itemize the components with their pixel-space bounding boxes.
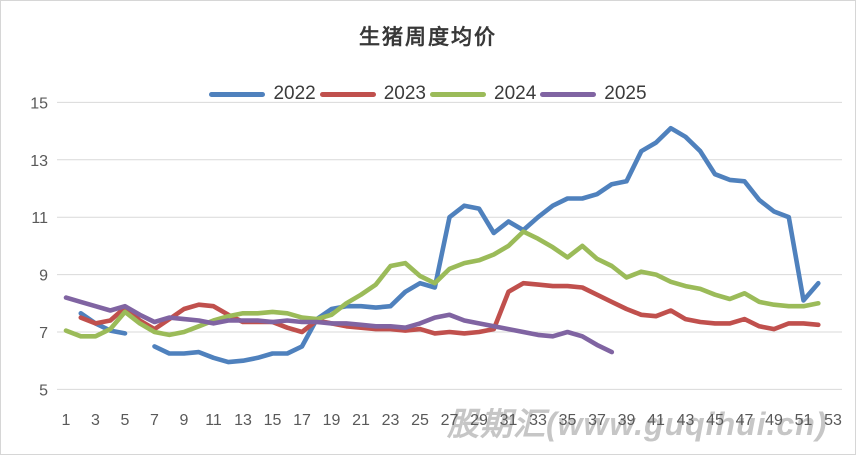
x-tick-label: 35: [559, 412, 577, 429]
y-tick-label: 13: [30, 153, 48, 170]
x-tick-label: 13: [234, 412, 252, 429]
series-line-2024: [63, 229, 821, 339]
x-tick-label: 33: [529, 412, 547, 429]
chart-legend: 2022 2023 2024 2025: [1, 83, 855, 105]
legend-item-2022: 2022: [209, 83, 316, 105]
legend-label: 2025: [604, 83, 647, 104]
x-tick-label: 5: [121, 412, 130, 429]
x-tick-label: 3: [91, 412, 100, 429]
x-tick-label: 49: [765, 412, 783, 429]
x-tick-label: 15: [264, 412, 282, 429]
x-tick-label: 51: [795, 412, 813, 429]
legend-label: 2024: [494, 83, 537, 104]
x-tick-label: 25: [411, 412, 429, 429]
x-tick-label: 7: [150, 412, 159, 429]
x-tick-label: 17: [293, 412, 311, 429]
x-tick-label: 1: [62, 412, 71, 429]
x-tick-label: 19: [323, 412, 341, 429]
x-tick-label: 39: [618, 412, 636, 429]
y-tick-label: 5: [39, 382, 48, 399]
x-tick-label: 37: [588, 412, 606, 429]
y-tick-label: 15: [30, 95, 48, 112]
x-tick-label: 21: [352, 412, 370, 429]
x-tick-label: 41: [647, 412, 665, 429]
x-tick-label: 9: [180, 412, 189, 429]
x-tick-label: 31: [500, 412, 518, 429]
legend-label: 2023: [383, 83, 426, 104]
legend-swatch-icon: [319, 91, 376, 97]
series-line-2025: [63, 295, 615, 355]
x-tick-label: 27: [441, 412, 459, 429]
y-tick-label: 9: [39, 268, 48, 285]
watermark-text: 股期汇(www.guqihui.cn): [447, 406, 828, 442]
legend-item-2025: 2025: [540, 83, 647, 105]
legend-label: 2022: [273, 83, 316, 104]
legend-swatch-icon: [430, 91, 486, 97]
x-tick-label: 53: [824, 412, 842, 429]
y-tick-label: 11: [31, 210, 48, 227]
x-tick-label: 29: [470, 412, 488, 429]
x-tick-label: 45: [706, 412, 724, 429]
legend-swatch-icon: [540, 91, 597, 97]
legend-item-2024: 2024: [430, 83, 536, 105]
x-tick-label: 11: [205, 412, 222, 429]
chart-title: 生猪周度均价: [359, 26, 497, 49]
x-tick-label: 43: [677, 412, 695, 429]
legend-item-2023: 2023: [319, 83, 426, 105]
y-tick-label: 7: [39, 325, 48, 342]
x-tick-label: 47: [736, 412, 754, 429]
legend-swatch-icon: [209, 91, 266, 97]
series-line-2023: [78, 280, 821, 336]
x-tick-label: 23: [382, 412, 400, 429]
